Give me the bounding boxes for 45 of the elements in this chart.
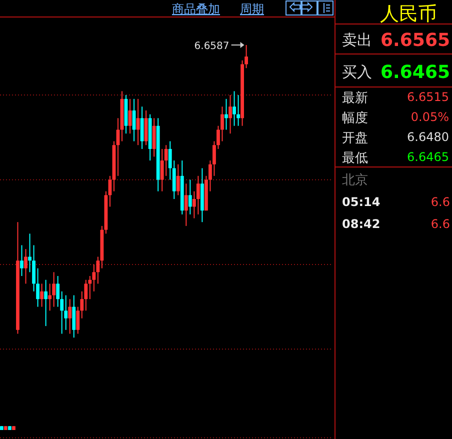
text: 08:42: [342, 217, 380, 231]
candlestick: [196, 175, 200, 215]
text: 6.6: [430, 217, 450, 231]
text: 买入: [342, 63, 372, 81]
candlestick: [72, 294, 76, 338]
candlestick: [20, 244, 24, 276]
candlestick: [188, 179, 192, 215]
text: 6.6480: [407, 130, 449, 144]
text: 北京: [342, 173, 368, 188]
text: 周期: [240, 2, 264, 16]
text: 开盘: [342, 131, 368, 146]
text: 6.6465: [380, 62, 450, 83]
candlestick: [68, 298, 72, 334]
candlestick: [164, 144, 168, 176]
candlestick: [56, 276, 60, 308]
text: 卖出: [342, 31, 372, 49]
candlestick: [236, 94, 240, 126]
text: 05:14: [342, 195, 380, 209]
text: 最低: [342, 151, 368, 166]
text: 商品叠加: [172, 2, 220, 16]
candlestick: [220, 106, 224, 142]
candlestick: [64, 294, 68, 330]
candlestick: [152, 118, 156, 158]
candlestick: [44, 279, 48, 327]
text: 6.6: [430, 195, 450, 209]
text: 6.6515: [407, 90, 449, 104]
text: 最新: [342, 91, 368, 106]
text: 0.05%: [410, 110, 449, 124]
text: 6.6565: [380, 30, 450, 51]
candlestick: [140, 106, 144, 150]
candlestick: [176, 164, 180, 196]
candlestick: [144, 110, 148, 146]
candlestick: [48, 283, 52, 312]
text: 幅度: [342, 110, 368, 126]
candlestick: [184, 183, 188, 226]
candlestick: [224, 98, 228, 130]
annotation: 6.6587: [194, 41, 230, 52]
text: 人民币: [380, 3, 437, 25]
candlestick: [160, 148, 164, 192]
candlestick: [24, 248, 28, 284]
candlestick: [52, 272, 56, 308]
text: 6.6465: [407, 150, 449, 164]
candlestick: [40, 283, 44, 308]
candlestick: [232, 90, 236, 126]
candlestick: [228, 94, 232, 134]
